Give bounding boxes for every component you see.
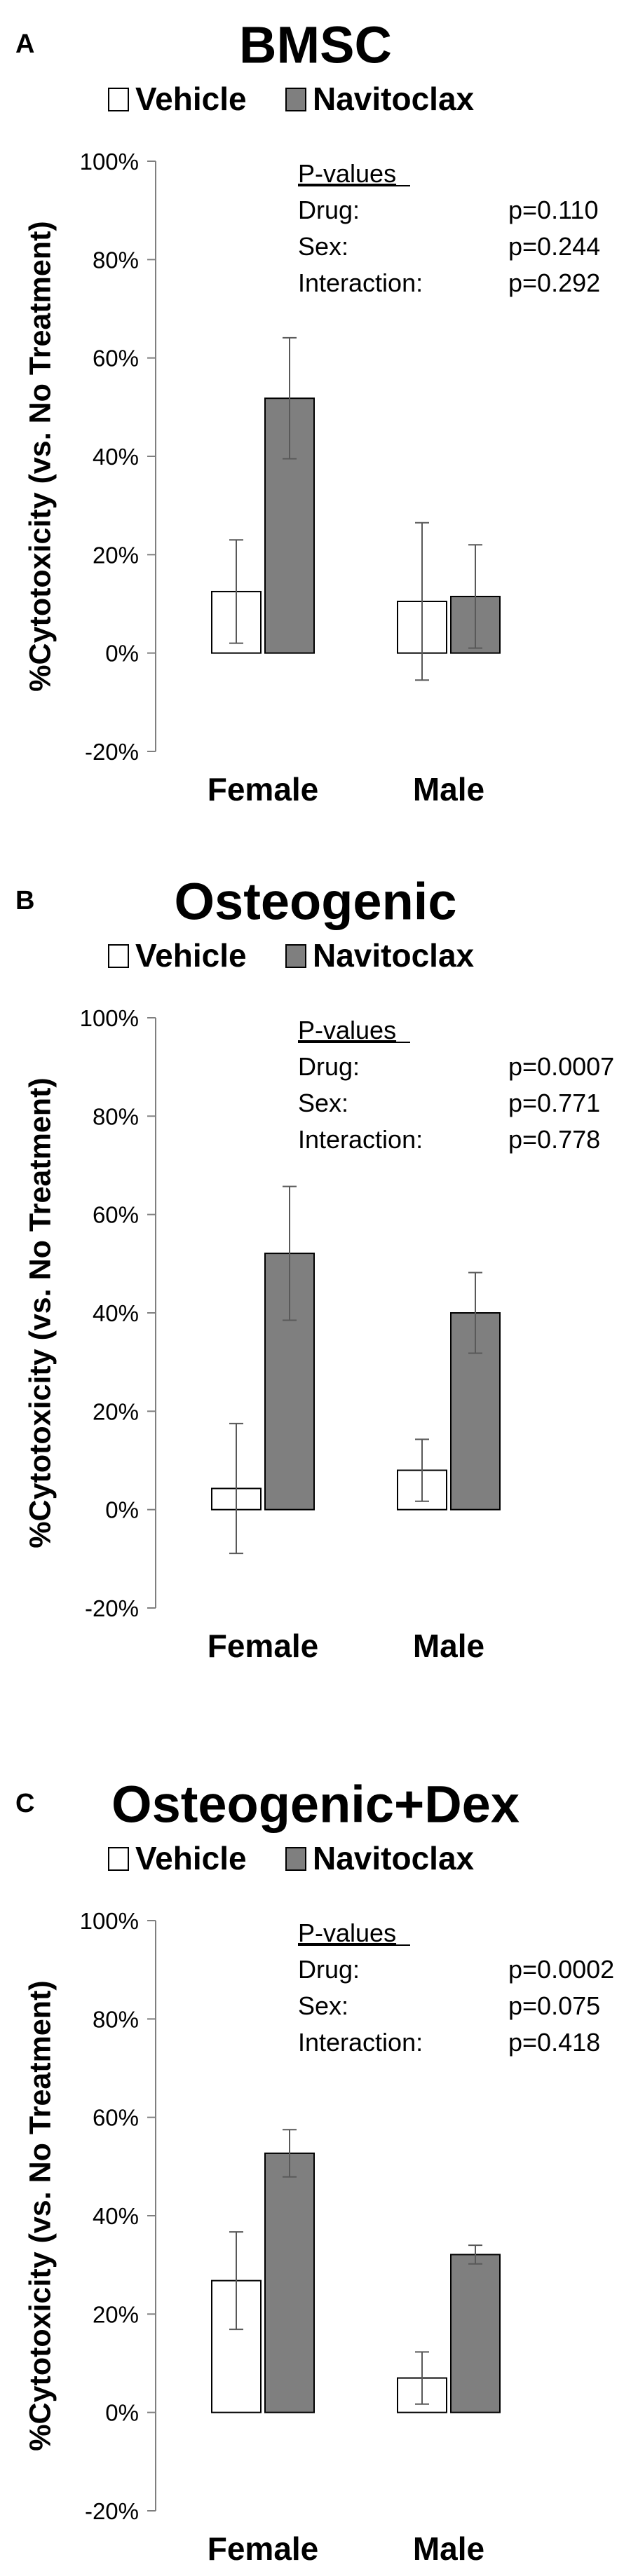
x-category-label: Female (208, 1628, 319, 1664)
y-tick-label: 0% (105, 1497, 139, 1523)
pvalue-value: p=0.110 (508, 196, 598, 224)
legend-swatch-navitoclax (285, 1847, 306, 1871)
bar-navitoclax-male (450, 2254, 501, 2413)
legend-label-navitoclax: Navitoclax (313, 81, 475, 117)
legend-label-vehicle: Vehicle (135, 1840, 247, 1876)
pvalue-value: p=0.418 (508, 2028, 600, 2057)
pvalues-header: P-values (298, 1919, 396, 1947)
y-tick-label: 40% (93, 1300, 139, 1326)
pvalues-box: P-values Drug: p=0.110 Sex: p=0.244 Interacti… (298, 159, 600, 297)
y-tick-label: 40% (93, 2203, 139, 2229)
x-category-label: Male (413, 2530, 484, 2567)
y-tick-label: 0% (105, 2400, 139, 2426)
legend: Vehicle Navitoclax (108, 1840, 475, 1876)
pvalue-label: Sex: (298, 232, 348, 261)
pvalue-value: p=0.244 (508, 232, 600, 261)
pvalues-header: P-values (298, 159, 396, 188)
legend-swatch-vehicle (108, 944, 129, 968)
pvalue-value: p=0.292 (508, 268, 600, 297)
panel-letter: B (15, 886, 34, 915)
pvalue-label: Drug: (298, 1052, 360, 1081)
pvalue-value: p=0.0002 (508, 1955, 614, 1984)
x-category-label: Male (413, 1628, 484, 1664)
pvalue-label: Sex: (298, 1089, 348, 1117)
pvalue-label: Drug: (298, 1955, 360, 1984)
pvalue-value: p=0.771 (508, 1089, 600, 1117)
y-tick-label: 100% (80, 1005, 139, 1031)
bar-navitoclax-female (264, 2152, 315, 2413)
chart-panel-c: C Osteogenic+Dex Vehicle Navitoclax 100% 80% 6… (15, 1776, 614, 2567)
legend-swatch-navitoclax (285, 88, 306, 111)
y-tick-label: 80% (93, 2006, 139, 2032)
y-tick-label: 20% (93, 2301, 139, 2327)
bar-navitoclax-male (450, 1312, 501, 1511)
pvalue-label: Interaction: (298, 1125, 423, 1154)
y-axis-title: %Cytotoxicity (vs. No Treatment) (23, 221, 57, 691)
legend-swatch-vehicle (108, 88, 129, 111)
y-tick-label: 100% (80, 149, 139, 175)
y-tick-label: 0% (105, 641, 139, 667)
pvalue-label: Sex: (298, 1991, 348, 2020)
pvalue-label: Drug: (298, 196, 360, 224)
chart-panel-a: A BMSC Vehicle Navitoclax 100% 80% 60% 40% 20% 0%… (15, 16, 600, 807)
chart-title: Osteogenic (175, 873, 457, 931)
legend-label-navitoclax: Navitoclax (313, 937, 475, 974)
legend: Vehicle Navitoclax (108, 81, 475, 117)
y-tick-label: -20% (85, 739, 139, 765)
panel-letter: C (15, 1789, 34, 1818)
legend-label-vehicle: Vehicle (135, 937, 247, 974)
pvalue-value: p=0.075 (508, 1991, 600, 2020)
y-tick-label: 60% (93, 346, 139, 372)
x-category-label: Female (208, 771, 319, 807)
y-tick-label: 80% (93, 1103, 139, 1129)
x-category-label: Female (208, 2530, 319, 2567)
y-tick-label: 20% (93, 1398, 139, 1424)
legend-swatch-vehicle (108, 1847, 129, 1871)
x-category-label: Male (413, 771, 484, 807)
pvalue-value: p=0.778 (508, 1125, 600, 1154)
y-tick-label: -20% (85, 1595, 139, 1621)
y-tick-label: -20% (85, 2498, 139, 2524)
legend: Vehicle Navitoclax (108, 937, 475, 974)
pvalue-label: Interaction: (298, 2028, 423, 2057)
y-tick-label: 60% (93, 2105, 139, 2131)
legend-label-navitoclax: Navitoclax (313, 1840, 475, 1876)
chart-panel-b: B Osteogenic Vehicle Navitoclax 100% 80% 60% 40… (15, 873, 614, 1664)
y-tick-label: 100% (80, 1908, 139, 1934)
pvalue-label: Interaction: (298, 268, 423, 297)
y-tick-label: 40% (93, 444, 139, 470)
legend-label-vehicle: Vehicle (135, 81, 247, 117)
y-tick-label: 80% (93, 247, 139, 273)
y-tick-label: 20% (93, 542, 139, 568)
legend-swatch-navitoclax (285, 944, 306, 968)
pvalues-header: P-values (298, 1016, 396, 1044)
chart-title: BMSC (239, 16, 392, 74)
pvalues-box: P-values Drug: p=0.0007 Sex: p=0.771 Interact… (298, 1016, 614, 1154)
y-axis-title: %Cytotoxicity (vs. No Treatment) (23, 1077, 57, 1548)
y-axis-title: %Cytotoxicity (vs. No Treatment) (23, 1980, 57, 2451)
y-tick-label: 60% (93, 1202, 139, 1228)
panel-letter: A (15, 29, 34, 59)
pvalue-value: p=0.0007 (508, 1052, 614, 1081)
chart-title: Osteogenic+Dex (111, 1776, 520, 1834)
pvalues-box: P-values Drug: p=0.0002 Sex: p=0.075 Interact… (298, 1919, 614, 2057)
